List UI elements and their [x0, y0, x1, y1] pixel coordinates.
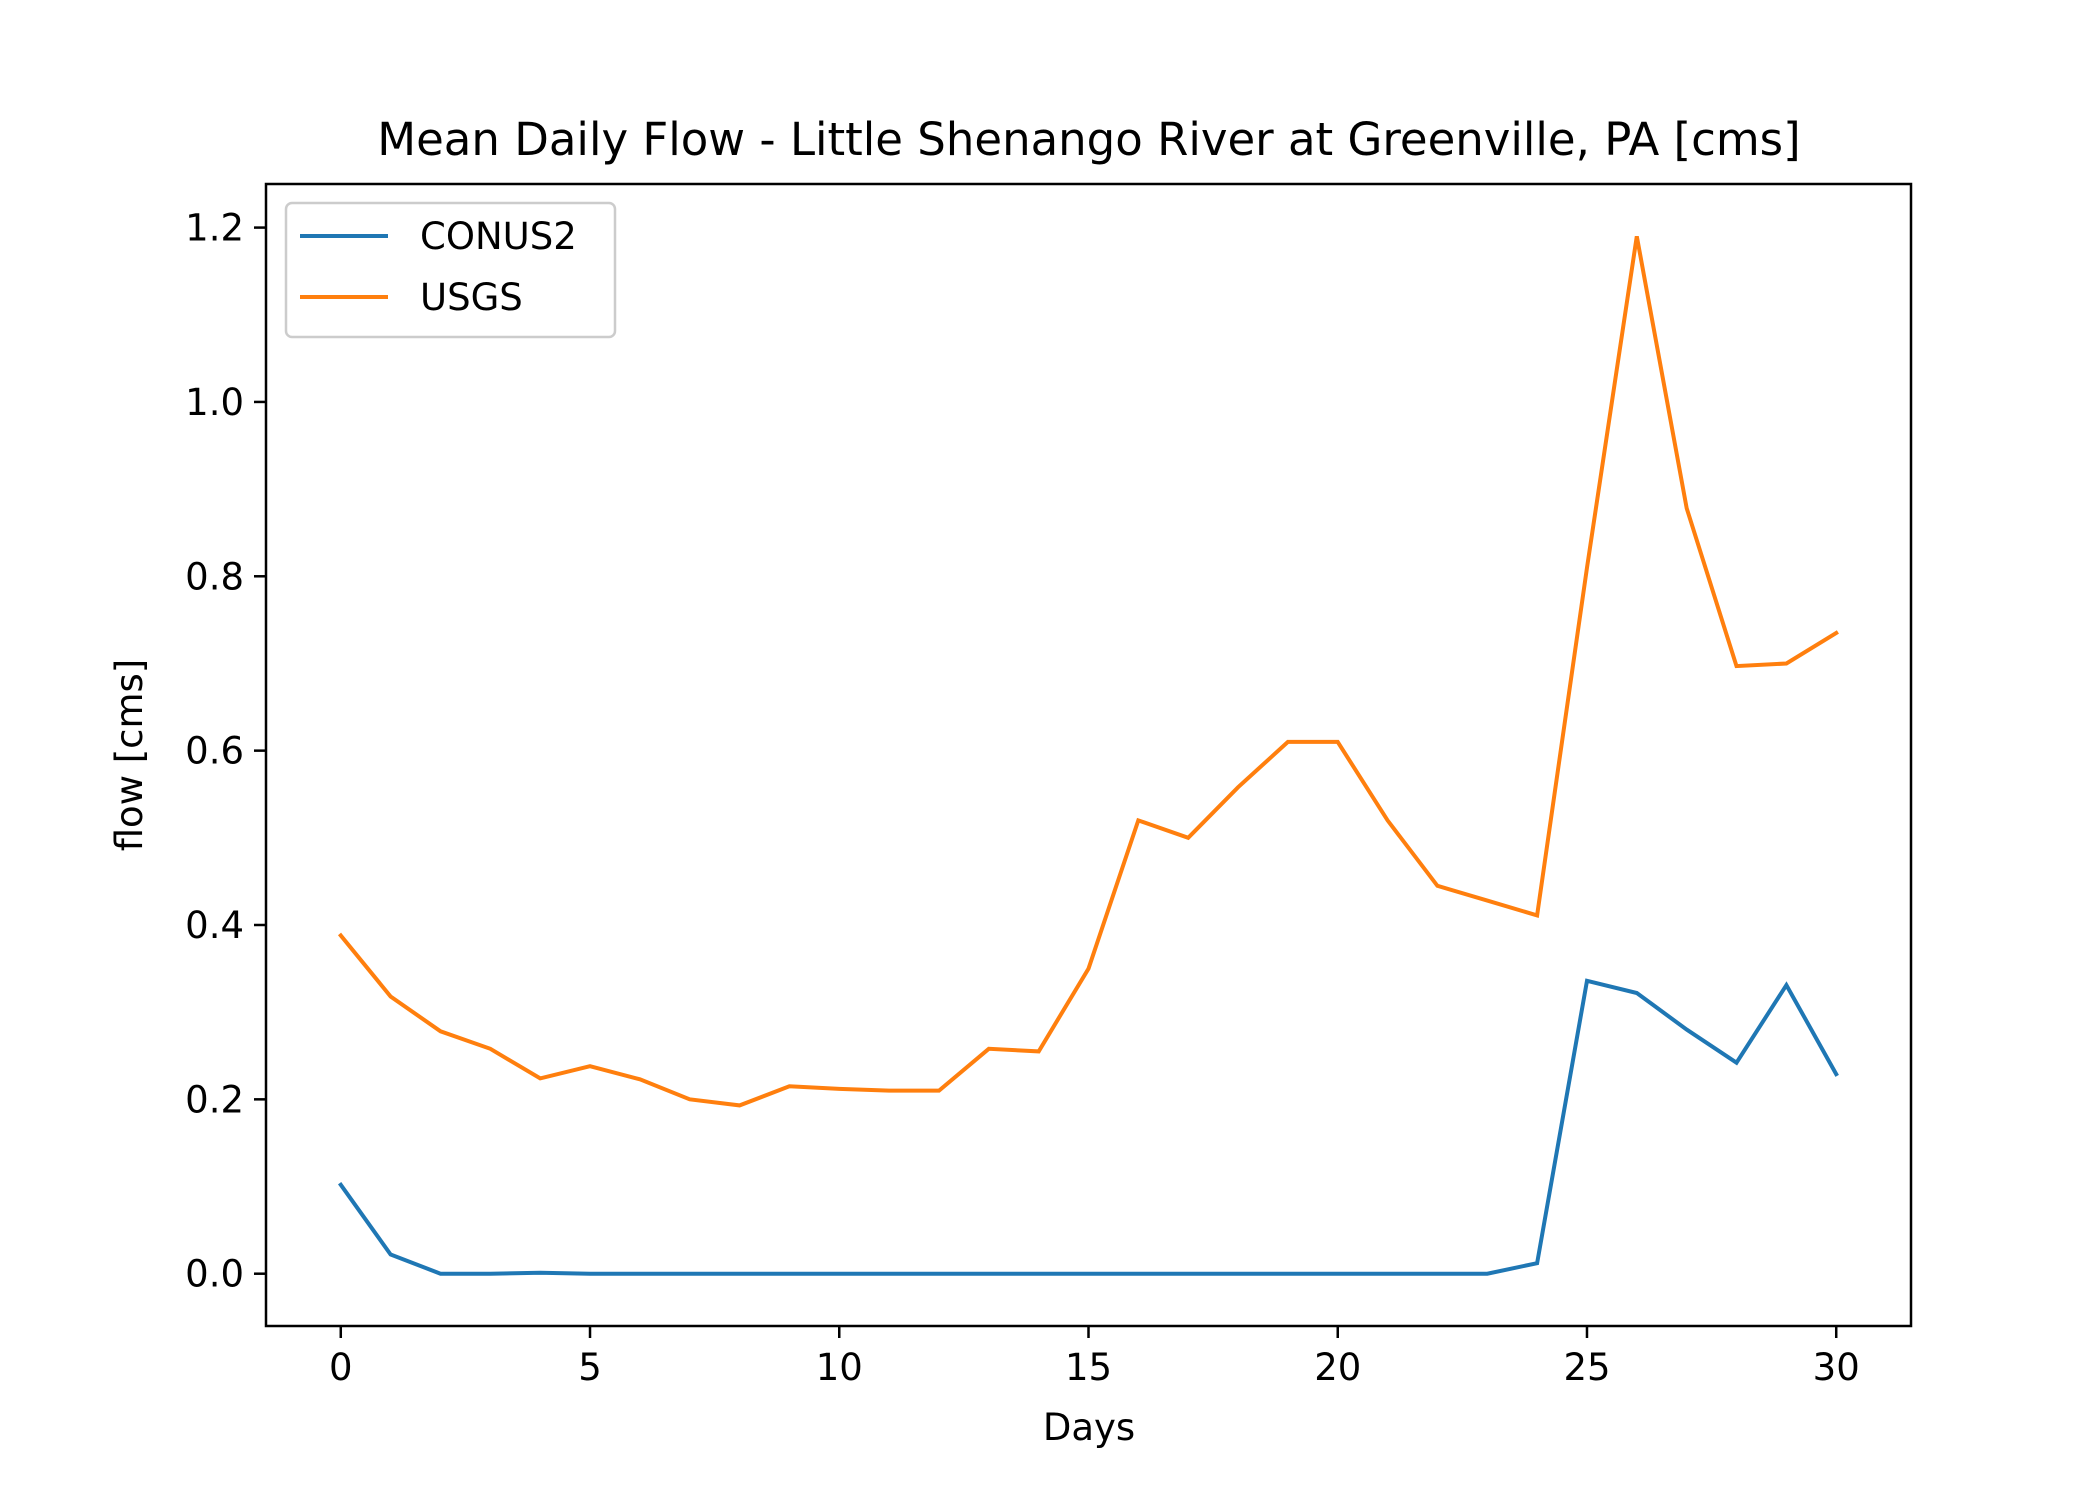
x-tick-label: 20 — [1314, 1346, 1361, 1389]
y-tick-label: 0.6 — [185, 730, 244, 773]
x-tick-label: 15 — [1065, 1346, 1112, 1389]
y-tick-label: 1.0 — [185, 381, 244, 424]
x-axis-label: Days — [1043, 1406, 1135, 1449]
legend-label-conus2: CONUS2 — [420, 215, 577, 258]
y-tick-label: 0.4 — [185, 904, 244, 947]
y-tick-label: 0.2 — [185, 1078, 244, 1121]
y-tick-label: 1.2 — [185, 207, 244, 250]
y-tick-label: 0.8 — [185, 555, 244, 598]
x-tick-label: 25 — [1563, 1346, 1610, 1389]
legend-label-usgs: USGS — [420, 276, 523, 319]
x-tick-label: 0 — [329, 1346, 353, 1389]
plot-frame — [264, 182, 1913, 1328]
series-line-usgs — [337, 235, 1839, 1108]
x-tick-label: 5 — [578, 1346, 602, 1389]
x-tick-label: 10 — [816, 1346, 863, 1389]
series-layer — [337, 235, 1839, 1276]
y-axis-label: flow [cms] — [108, 659, 151, 852]
x-axis-ticks: 0 5 10 15 20 25 30 — [329, 1326, 1860, 1389]
legend: CONUS2 USGS — [284, 201, 617, 339]
y-axis-ticks: 0.0 0.2 0.4 0.6 0.8 1.0 1.2 — [185, 207, 266, 1296]
y-tick-label: 0.0 — [185, 1253, 244, 1296]
series-line-conus2 — [338, 978, 1839, 1276]
chart-title: Mean Daily Flow - Little Shenango River … — [377, 113, 1800, 166]
x-tick-label: 30 — [1813, 1346, 1860, 1389]
